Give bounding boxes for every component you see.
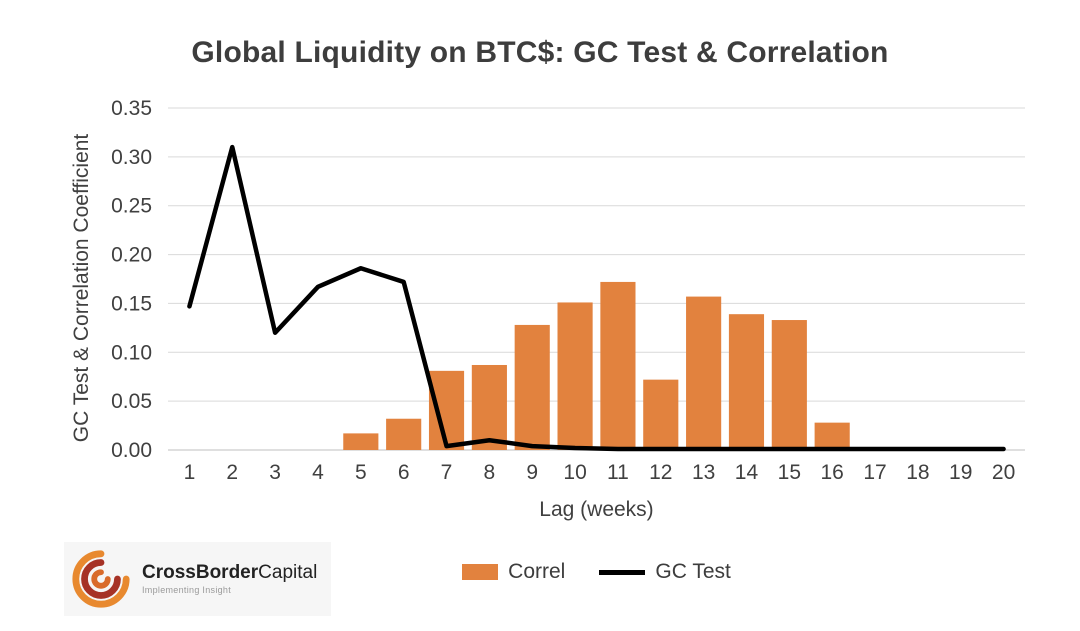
y-tick-label: 0.00 — [111, 439, 152, 462]
x-tick-label: 1 — [184, 461, 196, 484]
x-tick-label: 10 — [563, 461, 586, 484]
legend-item-gc-test: GC Test — [599, 560, 731, 584]
logo-tagline: Implementing Insight — [142, 584, 232, 595]
y-tick-label: 0.20 — [111, 244, 152, 267]
x-tick-label: 20 — [992, 461, 1015, 484]
x-axis-title: Lag (weeks) — [539, 498, 654, 521]
x-tick-label: 5 — [355, 461, 367, 484]
brand-name: CrossBorderCapital — [142, 561, 318, 583]
legend-item-correl: Correl — [462, 560, 565, 584]
bar-correl — [471, 364, 507, 450]
x-tick-label: 8 — [484, 461, 496, 484]
x-tick-label: 16 — [820, 461, 843, 484]
gc-test-line — [187, 144, 1006, 452]
y-tick-label: 0.15 — [111, 292, 152, 315]
bar-correl — [514, 324, 550, 450]
logo-text: CrossBorderCapital Implementing Insight — [142, 561, 318, 595]
crossborder-capital-logo: CrossBorderCapital Implementing Insight — [64, 542, 332, 616]
x-tick-label: 18 — [906, 461, 929, 484]
x-tick-label: 11 — [607, 461, 629, 484]
x-tick-label: 3 — [269, 461, 281, 484]
x-tick-label: 2 — [226, 461, 238, 484]
bar-correl — [771, 320, 807, 450]
x-tick-label: 12 — [649, 461, 672, 484]
y-tick-label: 0.10 — [111, 341, 152, 364]
bar-correl — [643, 379, 679, 450]
bar-correl — [814, 422, 850, 450]
x-tick-label: 7 — [441, 461, 453, 484]
bar-correl — [343, 433, 379, 450]
y-tick-label: 0.30 — [111, 146, 152, 169]
x-tick-label: 15 — [778, 461, 801, 484]
bar-correl — [386, 418, 422, 450]
x-tick-label: 19 — [949, 461, 972, 484]
bar-correl — [600, 281, 636, 450]
x-tick-label: 9 — [526, 461, 538, 484]
bar-correl — [428, 370, 465, 450]
brand-bold: CrossBorder — [142, 561, 259, 583]
crossborder-swirl-icon — [72, 550, 130, 608]
legend-label-correl: Correl — [508, 560, 566, 583]
y-tick-label: 0.05 — [111, 390, 152, 413]
x-tick-label: 17 — [863, 461, 886, 484]
y-tick-label: 0.25 — [111, 195, 152, 218]
x-tick-label: 13 — [692, 461, 715, 484]
y-tick-label: 0.35 — [111, 97, 152, 120]
bar-correl — [728, 314, 765, 450]
chart-title: Global Liquidity on BTC$: GC Test & Corr… — [191, 36, 889, 69]
bar-correl — [686, 296, 722, 450]
bar-correl — [557, 302, 593, 450]
chart-legend: Correl GC Test — [168, 560, 1025, 584]
legend-label-gc-test: GC Test — [655, 560, 731, 583]
x-tick-label: 14 — [735, 461, 759, 484]
x-tick-label: 6 — [398, 461, 410, 484]
brand-regular: Capital — [258, 561, 318, 583]
gc-test-line-swatch — [599, 569, 646, 575]
x-tick-label: 4 — [312, 461, 324, 484]
correl-bar-swatch — [462, 564, 499, 580]
